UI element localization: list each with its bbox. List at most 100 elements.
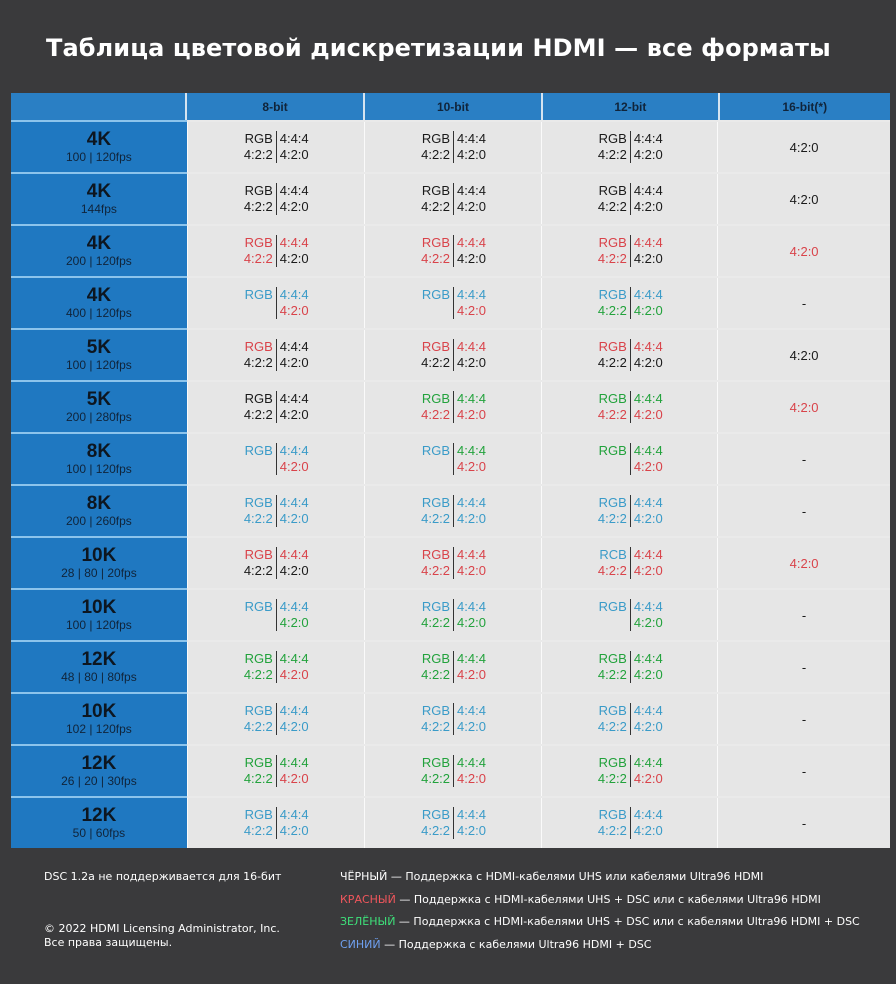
format-422: 4:2:2 — [597, 199, 627, 214]
divider — [629, 495, 631, 511]
table-row: 5K 100 | 120fps RGB 4:4:4 4:2:2 4:2:0 RGB 4:4:4… — [11, 328, 890, 380]
table-row: 12K 26 | 20 | 30fps RGB 4:4:4 4:2:2 4:2:0 RGB 4… — [11, 744, 890, 796]
divider — [275, 495, 277, 511]
format-420: 4:2:0 — [457, 511, 486, 526]
format-grid: RGB 4:4:4 4:2:2 4:2:0 — [243, 339, 309, 371]
divider — [629, 407, 631, 423]
format-422: 4:2:2 — [243, 823, 273, 838]
format-420: 4:2:0 — [457, 459, 486, 474]
rgb-format: RGB — [421, 339, 451, 354]
rgb-format: RGB — [598, 183, 627, 198]
row-label: 8K 200 | 260fps — [11, 484, 187, 536]
divider — [629, 719, 631, 735]
format-16bit: - — [801, 763, 807, 779]
divider — [629, 703, 631, 719]
format-420: 4:2:0 — [279, 355, 309, 370]
divider — [453, 199, 455, 215]
format-cell: RGB 4:4:4 4:2:2 4:2:0 — [186, 174, 364, 224]
resolution: 4K — [86, 285, 112, 306]
format-422: 4:2:2 — [243, 355, 273, 370]
format-420: 4:2:0 — [633, 667, 663, 682]
rgb-format: RGB — [244, 183, 273, 198]
format-cell: RGB 4:4:4 4:2:2 4:2:0 — [186, 746, 364, 796]
divider — [453, 771, 455, 787]
format-444: 4:4:4 — [279, 287, 309, 302]
divider — [453, 807, 455, 823]
divider — [275, 547, 277, 563]
format-cell: RGB 4:4:4 4:2:2 4:2:0 — [363, 122, 542, 172]
format-grid: RGB 4:4:4 4:2:2 4:2:0 — [420, 131, 486, 163]
format-444: 4:4:4 — [633, 807, 663, 822]
row-label: 8K 100 | 120fps — [11, 432, 187, 484]
divider — [275, 407, 277, 423]
format-cell: RGB 4:4:4 4:2:2 4:2:0 — [186, 642, 364, 692]
frame-rate: 102 | 120fps — [65, 722, 132, 736]
header-12bit: 12-bit — [541, 93, 717, 120]
format-422 — [243, 615, 273, 631]
format-444: 4:4:4 — [633, 651, 663, 666]
format-cell-16bit: - — [717, 798, 890, 848]
format-grid: RGB 4:4:4 4:2:2 4:2:0 — [243, 651, 309, 683]
table-row: 12K 50 | 60fps RGB 4:4:4 4:2:2 4:2:0 RGB 4:4:4 4… — [11, 796, 890, 848]
format-grid: RGB 4:4:4 4:2:2 4:2:0 — [243, 235, 309, 267]
format-16bit: - — [801, 607, 807, 623]
divider — [629, 459, 631, 475]
legend-item: КРАСНЫЙ — Поддержка с HDMI-кабелями UHS … — [340, 893, 821, 906]
format-420: 4:2:0 — [633, 147, 663, 162]
format-444: 4:4:4 — [279, 131, 309, 146]
legend-color-name: ЧЁРНЫЙ — [340, 870, 388, 883]
format-420: 4:2:0 — [279, 407, 309, 422]
format-cell: RGB 4:4:4 4:2:2 4:2:0 — [186, 694, 364, 744]
divider — [453, 183, 455, 199]
format-420: 4:2:0 — [457, 199, 486, 214]
format-420: 4:2:0 — [457, 407, 486, 422]
rgb-format: RGB — [598, 495, 627, 510]
format-420: 4:2:0 — [457, 667, 486, 682]
divider — [453, 599, 455, 615]
format-444: 4:4:4 — [279, 807, 309, 822]
divider — [629, 807, 631, 823]
format-422: 4:2:2 — [597, 303, 627, 318]
format-grid: RGB 4:4:4 4:2:0 — [597, 443, 663, 475]
table-row: 8K 200 | 260fps RGB 4:4:4 4:2:2 4:2:0 RGB 4:4:4… — [11, 484, 890, 536]
rgb-format: RGB — [598, 391, 627, 406]
table-row: 5K 200 | 280fps RGB 4:4:4 4:2:2 4:2:0 RGB 4:4:4… — [11, 380, 890, 432]
rgb-format: RGB — [244, 235, 273, 250]
frame-rate: 100 | 120fps — [65, 150, 132, 164]
format-422: 4:2:2 — [597, 251, 627, 266]
format-422: 4:2:2 — [243, 407, 273, 422]
table-row: 10K 28 | 80 | 20fps RGB 4:4:4 4:2:2 4:2:0 RGB 4… — [11, 536, 890, 588]
rgb-format: RGB — [421, 599, 451, 614]
format-grid: RGB 4:4:4 4:2:2 4:2:0 — [420, 807, 486, 839]
divider — [453, 235, 455, 251]
legend-color-name: ЗЕЛЁНЫЙ — [340, 915, 396, 928]
format-cell: RGB 4:4:4 4:2:2 4:2:0 — [541, 278, 718, 328]
rgb-format: RGB — [421, 651, 451, 666]
format-cell: RGB 4:4:4 4:2:2 4:2:0 — [541, 746, 718, 796]
divider — [629, 235, 631, 251]
format-444: 4:4:4 — [457, 339, 486, 354]
format-420: 4:2:0 — [633, 459, 663, 474]
format-422: 4:2:2 — [243, 147, 273, 162]
rgb-format: RGB — [598, 443, 627, 458]
divider — [275, 771, 277, 787]
frame-rate: 48 | 80 | 80fps — [61, 670, 137, 684]
format-cell-16bit: - — [717, 434, 890, 484]
format-422: 4:2:2 — [421, 355, 451, 370]
format-grid: RGB 4:4:4 4:2:2 4:2:0 — [597, 807, 663, 839]
divider — [629, 651, 631, 667]
divider — [453, 563, 455, 579]
table-row: 12K 48 | 80 | 80fps RGB 4:4:4 4:2:2 4:2:0 RGB 4… — [11, 640, 890, 692]
format-422: 4:2:2 — [421, 511, 451, 526]
legend-item: СИНИЙ — Поддержка с кабелями Ultra96 HDM… — [340, 938, 651, 951]
format-444: 4:4:4 — [633, 287, 663, 302]
row-label: 4K 400 | 120fps — [11, 276, 187, 328]
divider — [275, 703, 277, 719]
format-cell: RGB 4:4:4 4:2:2 4:2:0 — [541, 642, 718, 692]
format-420: 4:2:0 — [279, 823, 309, 838]
divider — [629, 183, 631, 199]
rgb-format: RGB — [244, 755, 273, 770]
format-grid: RGB 4:4:4 4:2:2 4:2:0 — [420, 339, 486, 371]
format-420: 4:2:0 — [457, 303, 486, 318]
format-444: 4:4:4 — [457, 495, 486, 510]
